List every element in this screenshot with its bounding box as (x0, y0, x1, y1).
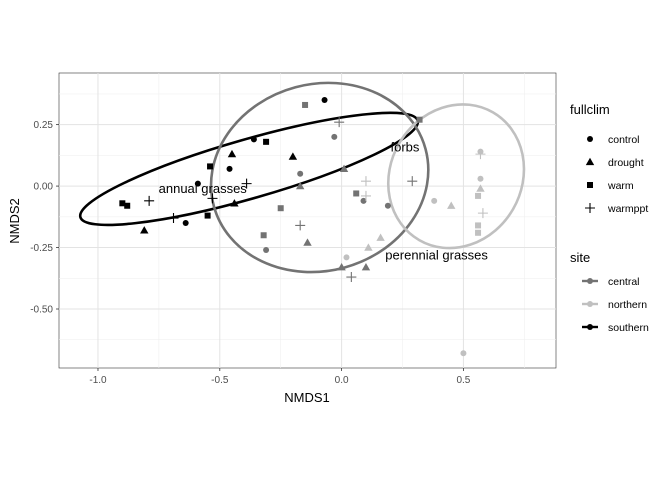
legend-item-label: northern (608, 299, 647, 311)
point-square (475, 192, 482, 199)
point-circle (194, 180, 201, 187)
point-circle (250, 136, 257, 143)
point-square (277, 205, 284, 212)
y-tick-label: -0.25 (30, 243, 53, 254)
legend-title: site (570, 250, 590, 265)
point-square (475, 229, 482, 236)
point-circle (343, 254, 350, 261)
y-tick-label: -0.50 (30, 305, 53, 316)
point-square (475, 222, 482, 229)
point-square (416, 116, 423, 123)
legend-item-label: warmppt (607, 203, 648, 215)
point-square (204, 212, 211, 219)
y-axis-label: NMDS2 (7, 198, 22, 244)
legend-item-label: central (608, 276, 640, 288)
legend-key-point (587, 301, 593, 307)
point-plus (477, 208, 488, 219)
point-circle (321, 97, 328, 104)
point-square (260, 232, 267, 239)
point-circle (297, 170, 304, 177)
point-triangle (376, 233, 385, 241)
point-circle (384, 202, 391, 209)
annotation-label: perennial grasses (385, 247, 488, 262)
axes: -1.0 -0.5 0.0 0.5 -0.50 -0.25 0.00 0.25 (30, 120, 471, 386)
point-plus (475, 149, 486, 160)
y-tick-label: 0.00 (34, 182, 54, 193)
legend-item-label: southern (608, 322, 649, 334)
point-plus (360, 176, 371, 187)
point-triangle (230, 199, 239, 207)
point-square (124, 202, 131, 209)
point-plus (346, 272, 357, 283)
point-triangle (295, 181, 305, 190)
point-triangle (303, 238, 312, 246)
point-plus (585, 203, 595, 213)
point-circle (226, 165, 233, 172)
point-circle (182, 219, 189, 226)
point-triangle (227, 149, 237, 158)
point-square (302, 101, 309, 108)
point-plus (144, 195, 155, 206)
x-tick-label: -0.5 (211, 375, 229, 386)
y-tick-label: 0.25 (34, 120, 54, 131)
point-triangle (288, 152, 298, 160)
point-square (587, 182, 593, 188)
point-circle (477, 175, 484, 182)
legend-item-label: control (608, 134, 640, 146)
x-tick-label: 0.0 (335, 375, 349, 386)
legend-title: fullclim (570, 102, 610, 117)
point-triangle (447, 201, 456, 209)
point-square (207, 163, 214, 170)
point-circle (460, 350, 467, 357)
point-plus (241, 178, 252, 189)
point-plus (207, 193, 218, 204)
legend: fullclim control drought warm warmppt site cen… (570, 102, 649, 334)
legend-item-label: warm (607, 180, 634, 192)
legend-key-point (587, 278, 593, 284)
point-square (263, 138, 270, 145)
point-triangle (337, 263, 346, 271)
point-plus (407, 176, 418, 187)
x-axis-label: NMDS1 (284, 390, 330, 405)
ellipse-northern (386, 103, 526, 250)
point-plus (334, 117, 345, 128)
point-triangle (476, 184, 485, 192)
point-triangle (364, 243, 373, 251)
point-circle (331, 133, 338, 140)
point-plus (295, 220, 306, 231)
plot-panel (58, 72, 557, 369)
point-triangle (339, 164, 349, 173)
legend-item-label: drought (608, 157, 644, 169)
point-plus (360, 190, 371, 201)
point-triangle (140, 226, 149, 234)
legend-key-point (587, 324, 593, 330)
annotation-label: forbs (390, 139, 419, 154)
annotation-label: annual grasses (159, 181, 248, 196)
data-points (119, 97, 488, 357)
point-circle (263, 247, 270, 253)
x-tick-label: -1.0 (89, 375, 107, 386)
point-circle (360, 197, 367, 204)
point-triangle (585, 157, 595, 166)
point-circle (431, 197, 438, 204)
point-plus (168, 213, 179, 224)
point-square (119, 200, 126, 207)
point-triangle (361, 263, 371, 271)
annotations: annual grasses forbs perennial grasses (159, 139, 489, 262)
x-tick-label: 0.5 (456, 375, 470, 386)
point-circle (587, 136, 593, 142)
point-square (353, 190, 360, 197)
